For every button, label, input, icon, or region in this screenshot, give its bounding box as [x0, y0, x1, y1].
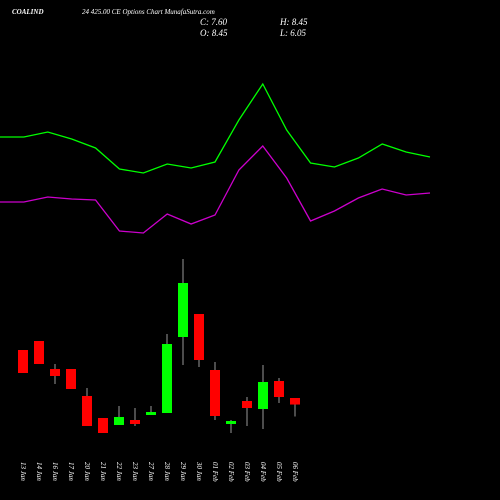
- candle-body: [146, 412, 156, 415]
- candle-body: [274, 381, 284, 397]
- x-tick-label: 21 Jan: [99, 462, 107, 481]
- candle-body: [290, 398, 300, 405]
- indicator-line: [0, 145, 431, 234]
- x-tick-label: 06 Feb: [291, 462, 299, 482]
- x-tick-label: 14 Jan: [35, 462, 43, 481]
- close-label: C: 7.60: [200, 17, 228, 27]
- x-tick-label: 03 Feb: [243, 462, 251, 482]
- x-tick-label: 23 Jan: [131, 462, 139, 481]
- candle-body: [82, 396, 92, 426]
- x-tick-label: 02 Feb: [227, 462, 235, 482]
- symbol: COALIND: [12, 8, 44, 16]
- candle-body: [18, 350, 28, 373]
- candle-body: [34, 341, 44, 364]
- candle-body: [226, 421, 236, 424]
- x-tick-label: 22 Jan: [115, 462, 123, 481]
- x-tick-label: 05 Feb: [275, 462, 283, 482]
- indicator-line: [0, 82, 431, 174]
- low-label: L: 6.05: [279, 28, 307, 38]
- candle-body: [162, 344, 172, 413]
- x-tick-label: 28 Jan: [163, 462, 171, 481]
- x-tick-label: 27 Jan: [147, 462, 155, 481]
- candle-body: [114, 417, 124, 425]
- candle-body: [242, 401, 252, 408]
- candle-body: [258, 382, 268, 409]
- high-label: H: 8.45: [279, 17, 308, 27]
- candle-body: [98, 418, 108, 433]
- x-tick-label: 30 Jan: [195, 461, 203, 481]
- candle-body: [50, 369, 60, 376]
- candle-body: [66, 369, 76, 389]
- open-label: O: 8.45: [200, 28, 228, 38]
- candle-body: [210, 370, 220, 416]
- candle-body: [130, 420, 140, 424]
- candle-body: [178, 283, 188, 337]
- x-tick-label: 01 Feb: [211, 462, 219, 482]
- x-tick-label: 16 Jan: [51, 462, 59, 481]
- x-tick-label: 04 Feb: [259, 462, 267, 482]
- x-tick-label: 29 Jan: [179, 462, 187, 481]
- x-tick-label: 20 Jan: [83, 462, 91, 481]
- subtitle: 24 425.00 CE Options Chart MunafaSutra.c…: [82, 8, 215, 16]
- candle-body: [194, 314, 204, 360]
- x-tick-label: 13 Jan: [19, 462, 27, 481]
- x-tick-label: 17 Jan: [67, 462, 75, 481]
